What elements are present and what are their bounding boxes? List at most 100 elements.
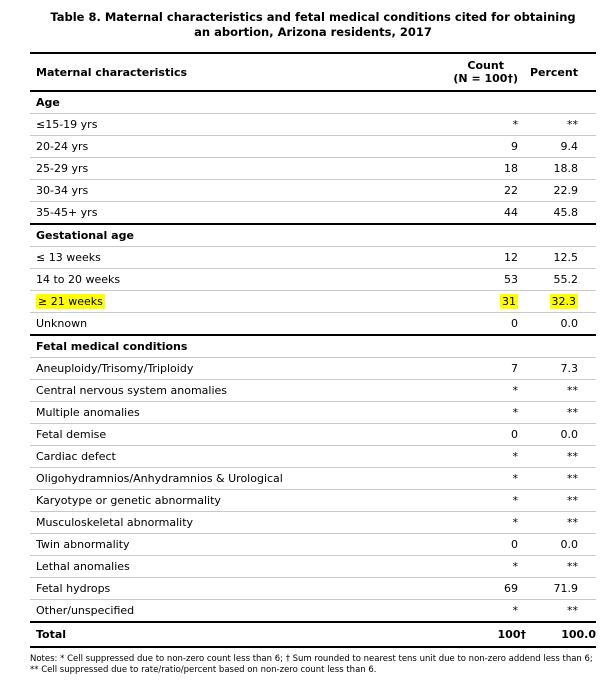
table-row: Lethal anomalies * **: [30, 555, 596, 578]
section-header-label: Gestational age: [30, 223, 596, 247]
row-count-value: *: [512, 406, 519, 419]
row-label-value: 14 to 20 weeks: [36, 273, 121, 286]
table-row: Other/unspecified * **: [30, 599, 596, 623]
table-row: Central nervous system anomalies * **: [30, 379, 596, 402]
row-label-cell: Aneuploidy/Trisomy/Triploidy: [30, 357, 346, 380]
table-header: Maternal characteristics Count (N = 100†…: [30, 52, 596, 92]
row-percent-cell: 18.8: [526, 157, 596, 180]
row-percent-cell: 55.2: [526, 268, 596, 291]
row-percent-value: 0.0: [560, 317, 579, 330]
table-title-line2: an abortion, Arizona residents, 2017: [194, 25, 432, 39]
row-percent-cell: 22.9: [526, 179, 596, 202]
row-label-value: Central nervous system anomalies: [36, 384, 228, 397]
row-count-value: 0: [511, 428, 518, 441]
row-label-cell: Unknown: [30, 312, 346, 336]
section-header-label: Fetal medical conditions: [30, 334, 596, 358]
column-header-count: Count (N = 100†): [346, 52, 526, 92]
row-percent-value: 0.0: [560, 428, 579, 441]
column-header-characteristics: Maternal characteristics: [30, 52, 346, 92]
row-percent-cell: **: [526, 555, 596, 578]
row-label-value: 30-34 yrs: [36, 184, 89, 197]
row-count-cell: 18: [346, 157, 526, 180]
row-count-value: *: [512, 450, 519, 463]
row-count-cell: 44: [346, 201, 526, 225]
row-label-value: Aneuploidy/Trisomy/Triploidy: [36, 362, 194, 375]
row-label-value: Other/unspecified: [36, 604, 135, 617]
table-row: Musculoskeletal abnormality * **: [30, 511, 596, 534]
row-label-value: ≥ 21 weeks: [36, 294, 105, 309]
row-count-value: *: [512, 604, 519, 617]
row-count-cell: 22: [346, 179, 526, 202]
row-percent-cell: **: [526, 599, 596, 623]
row-count-cell: *: [346, 445, 526, 468]
row-count-value: 22: [504, 184, 518, 197]
row-label-cell: 14 to 20 weeks: [30, 268, 346, 291]
row-count-cell: 9: [346, 135, 526, 158]
row-label-value: Cardiac defect: [36, 450, 116, 463]
row-label-cell: Lethal anomalies: [30, 555, 346, 578]
row-count-cell: *: [346, 599, 526, 623]
row-percent-value: **: [567, 118, 578, 131]
row-count-value: 7: [511, 362, 518, 375]
count-header-block: Count (N = 100†): [453, 59, 518, 85]
total-percent-value: 100.0: [561, 628, 596, 641]
row-label-cell: 35-45+ yrs: [30, 201, 346, 225]
header-row: Maternal characteristics Count (N = 100†…: [30, 52, 596, 92]
row-count-cell: *: [346, 555, 526, 578]
table-row: Aneuploidy/Trisomy/Triploidy 7 7.3: [30, 357, 596, 380]
row-percent-cell: 71.9: [526, 577, 596, 600]
row-percent-value: **: [567, 604, 578, 617]
table-row: ≤ 13 weeks 12 12.5: [30, 246, 596, 269]
row-label-cell: 30-34 yrs: [30, 179, 346, 202]
row-percent-value: **: [567, 516, 578, 529]
row-label-value: Karyotype or genetic abnormality: [36, 494, 221, 507]
row-count-cell: 53: [346, 268, 526, 291]
total-count-cell: 100†: [346, 621, 526, 648]
row-percent-cell: 9.4: [526, 135, 596, 158]
table-row: ≤15-19 yrs * **: [30, 113, 596, 136]
row-count-cell: *: [346, 379, 526, 402]
row-label-value: Multiple anomalies: [36, 406, 140, 419]
row-percent-cell: 32.3: [526, 290, 596, 313]
row-label-cell: Fetal demise: [30, 423, 346, 446]
row-label-cell: Multiple anomalies: [30, 401, 346, 424]
table-row: Cardiac defect * **: [30, 445, 596, 468]
row-percent-cell: 7.3: [526, 357, 596, 380]
row-count-cell: *: [346, 489, 526, 512]
row-label-cell: ≤15-19 yrs: [30, 113, 346, 136]
row-count-value: 0: [511, 317, 518, 330]
row-percent-cell: 0.0: [526, 533, 596, 556]
row-label-cell: ≤ 13 weeks: [30, 246, 346, 269]
maternal-characteristics-table: Maternal characteristics Count (N = 100†…: [30, 52, 596, 648]
row-percent-cell: **: [526, 489, 596, 512]
section-header-label: Age: [30, 90, 596, 114]
row-label-cell: Other/unspecified: [30, 599, 346, 623]
row-percent-cell: 0.0: [526, 423, 596, 446]
row-label-value: 25-29 yrs: [36, 162, 89, 175]
row-label-cell: Cardiac defect: [30, 445, 346, 468]
row-count-cell: *: [346, 511, 526, 534]
row-percent-value: **: [567, 494, 578, 507]
table-row: Unknown 0 0.0: [30, 312, 596, 336]
section-header-row: Age: [30, 90, 596, 114]
row-label-cell: Karyotype or genetic abnormality: [30, 489, 346, 512]
total-label-cell: Total: [30, 621, 346, 648]
row-label-value: Fetal hydrops: [36, 582, 111, 595]
row-percent-value: 45.8: [553, 206, 579, 219]
table-row: Karyotype or genetic abnormality * **: [30, 489, 596, 512]
row-label-cell: Central nervous system anomalies: [30, 379, 346, 402]
table-row: 14 to 20 weeks 53 55.2: [30, 268, 596, 291]
table-row: 35-45+ yrs 44 45.8: [30, 201, 596, 225]
section-header-row: Gestational age: [30, 223, 596, 247]
row-label-value: Lethal anomalies: [36, 560, 130, 573]
row-label-value: ≤ 13 weeks: [36, 251, 101, 264]
row-percent-value: 12.5: [553, 251, 579, 264]
row-count-cell: 7: [346, 357, 526, 380]
total-percent-cell: 100.0: [526, 621, 596, 648]
row-count-value: 0: [511, 538, 518, 551]
row-count-value: 9: [511, 140, 518, 153]
row-label-value: 20-24 yrs: [36, 140, 89, 153]
row-percent-cell: 12.5: [526, 246, 596, 269]
row-count-value: 31: [500, 294, 518, 309]
